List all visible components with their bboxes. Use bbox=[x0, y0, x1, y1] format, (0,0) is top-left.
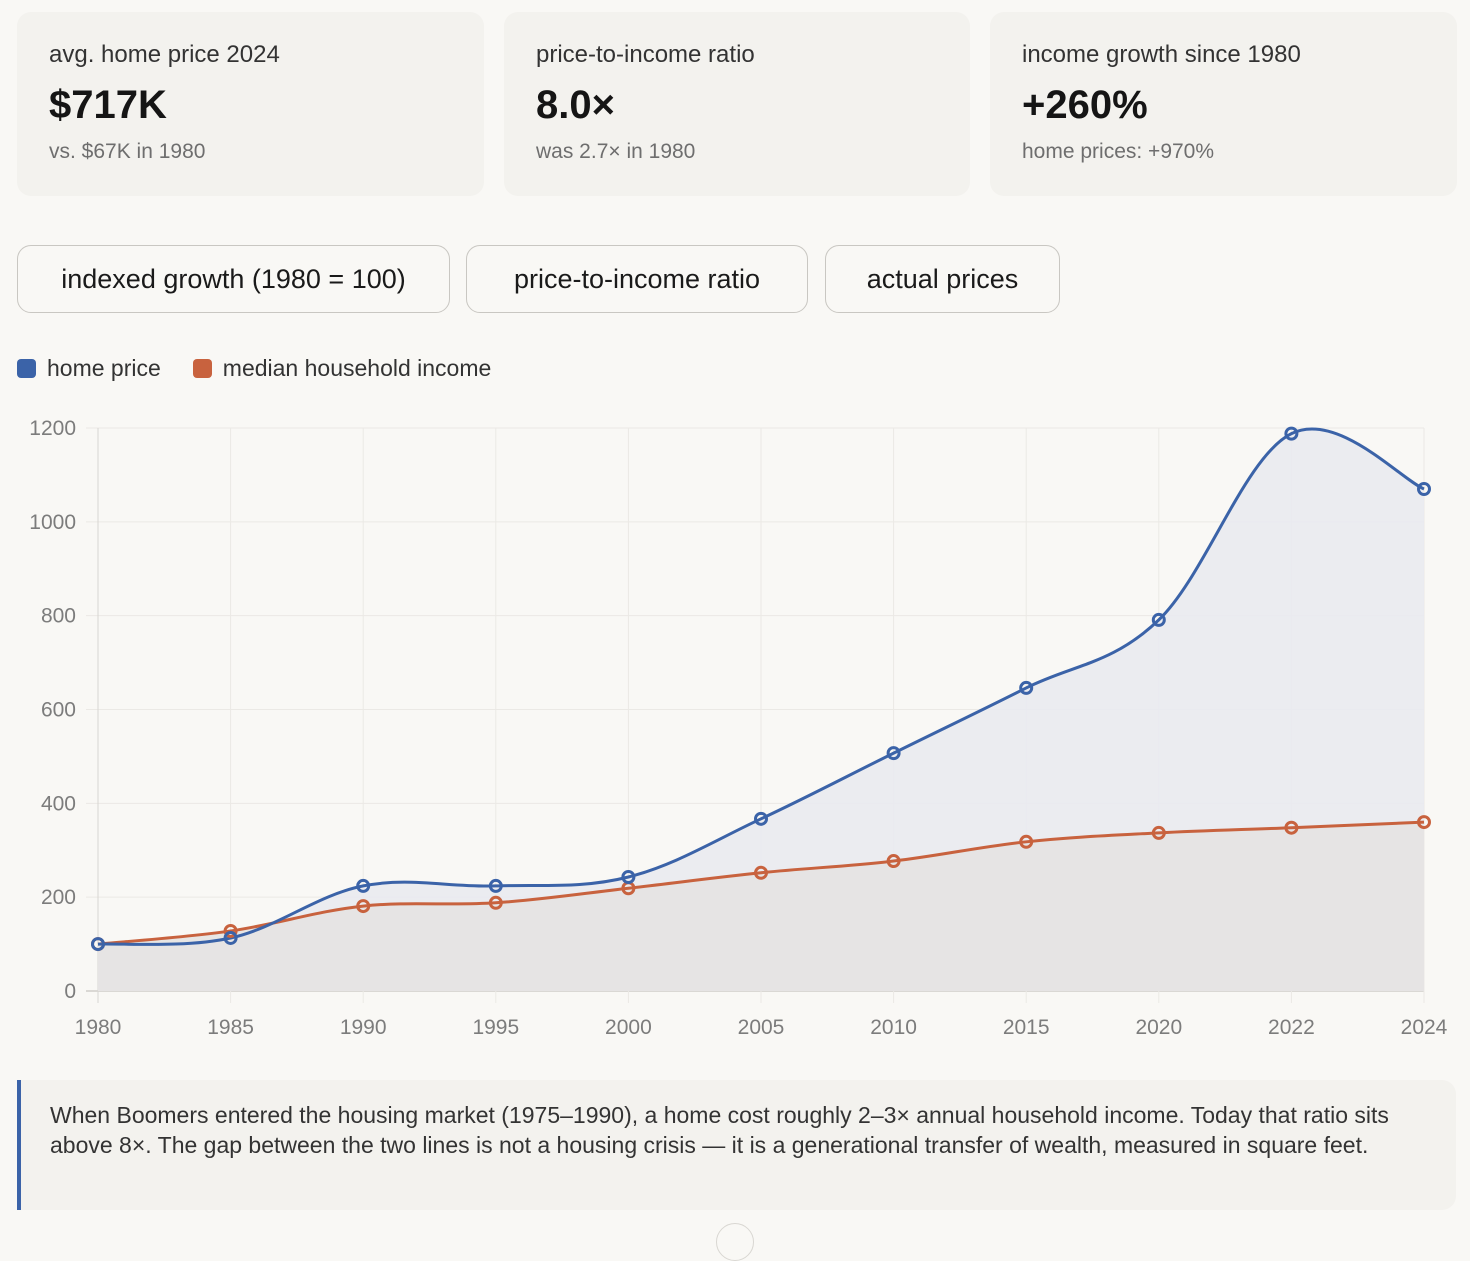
point-home-price bbox=[1284, 426, 1299, 441]
x-tick-label: 1995 bbox=[472, 1016, 519, 1039]
series-lines bbox=[97, 427, 1425, 946]
x-tick-label: 2005 bbox=[738, 1016, 785, 1039]
point-home-price bbox=[488, 878, 503, 893]
x-tick-label: 1990 bbox=[340, 1016, 387, 1039]
legend-label: median household income bbox=[222, 355, 492, 381]
stat-subtext: was 2.7× in 1980 bbox=[536, 140, 696, 163]
x-tick-label: 2024 bbox=[1401, 1016, 1448, 1039]
point-income bbox=[223, 923, 238, 938]
y-tick-label: 600 bbox=[41, 699, 76, 722]
stat-value: $717K bbox=[49, 83, 167, 127]
point-home-price bbox=[91, 937, 105, 952]
stat-card-home-price: avg. home price 2024 $717K vs. $67K in 1… bbox=[17, 12, 484, 196]
tab-price-to-income[interactable]: price-to-income ratio bbox=[466, 245, 808, 313]
stat-label: avg. home price 2024 bbox=[49, 41, 280, 68]
line-income bbox=[97, 820, 1425, 946]
point-home-price bbox=[356, 878, 371, 893]
point-home-price bbox=[754, 811, 768, 826]
commentary-text: When Boomers entered the housing market … bbox=[50, 1102, 1389, 1158]
x-tick-label: 2010 bbox=[870, 1016, 917, 1039]
y-tick-label: 200 bbox=[41, 886, 76, 909]
x-tick-label: 1985 bbox=[207, 1016, 254, 1039]
legend-swatch-home-price bbox=[17, 359, 36, 378]
point-income bbox=[1284, 820, 1299, 835]
y-tick-label: 1200 bbox=[29, 417, 76, 440]
tab-actual-prices[interactable]: actual prices bbox=[825, 245, 1060, 313]
legend-item-home-price[interactable]: home price bbox=[17, 355, 161, 382]
legend-swatch-income bbox=[192, 359, 212, 378]
point-home-price bbox=[1151, 612, 1166, 627]
y-tick-label: 400 bbox=[41, 792, 76, 815]
data-points bbox=[91, 426, 1431, 952]
stat-subtext: vs. $67K in 1980 bbox=[49, 140, 206, 163]
stat-subtext: home prices: +970% bbox=[1022, 140, 1215, 163]
y-tick-label: 0 bbox=[64, 980, 76, 1003]
point-income bbox=[488, 895, 503, 910]
stat-value: 8.0× bbox=[536, 83, 615, 127]
commentary-callout: When Boomers entered the housing market … bbox=[17, 1080, 1456, 1210]
y-tick-label: 800 bbox=[41, 605, 76, 628]
x-axis-ticks: 1980 1985 1990 1995 2000 2005 2010 2015 2020 2022… bbox=[75, 1016, 1448, 1039]
y-axis-ticks: 0 200 400 600 800 1000 1200 bbox=[29, 417, 76, 1003]
x-tick-label: 2020 bbox=[1135, 1016, 1182, 1039]
x-tick-label: 1980 bbox=[75, 1016, 122, 1039]
stat-card-income-growth: income growth since 1980 +260% home pric… bbox=[990, 12, 1457, 196]
point-income bbox=[754, 865, 768, 880]
stat-card-price-to-income: price-to-income ratio 8.0× was 2.7× in 1… bbox=[504, 12, 970, 196]
legend-label: home price bbox=[47, 355, 161, 381]
y-tick-label: 1000 bbox=[29, 511, 76, 534]
stat-label: price-to-income ratio bbox=[536, 41, 755, 68]
x-tick-label: 2022 bbox=[1268, 1016, 1315, 1039]
point-income bbox=[1019, 834, 1034, 849]
x-tick-label: 2000 bbox=[605, 1016, 652, 1039]
point-home-price bbox=[621, 869, 636, 884]
legend-item-income[interactable]: median household income bbox=[192, 355, 492, 382]
tab-indexed-growth[interactable]: indexed growth (1980 = 100) bbox=[17, 245, 450, 313]
x-tick-label: 2015 bbox=[1003, 1016, 1050, 1039]
stat-label: income growth since 1980 bbox=[1022, 41, 1301, 68]
chart-legend: home price median household income bbox=[17, 355, 523, 382]
point-home-price bbox=[223, 930, 238, 945]
line-chart: 0 200 400 600 800 1000 1200 1980 1985 1990 1995 20… bbox=[29, 417, 1448, 1039]
series-areas bbox=[98, 428, 1424, 992]
point-income bbox=[1151, 825, 1166, 840]
point-income bbox=[356, 899, 371, 914]
point-home-price bbox=[886, 746, 901, 761]
area-income bbox=[98, 822, 1424, 991]
point-home-price bbox=[1019, 680, 1034, 695]
point-home-price bbox=[1417, 481, 1431, 496]
scroll-button[interactable] bbox=[716, 1223, 754, 1261]
line-home-price bbox=[97, 427, 1425, 946]
stat-value: +260% bbox=[1022, 83, 1148, 127]
point-income bbox=[886, 854, 901, 869]
point-income bbox=[1417, 815, 1431, 830]
